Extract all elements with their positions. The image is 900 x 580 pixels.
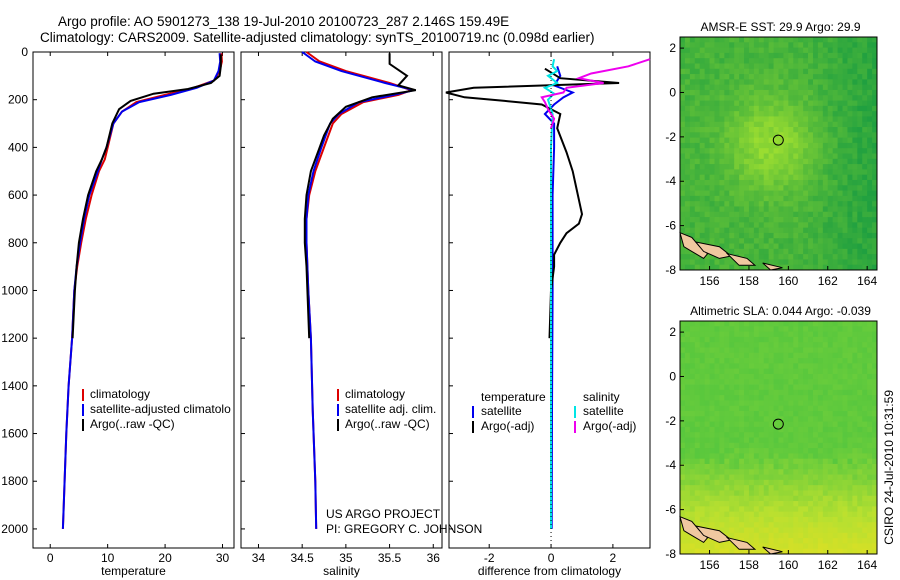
sst_map-title: AMSR-E SST: 29.9 Argo: 29.9 [700,20,860,34]
temperature-ytick-label: 1600 [1,427,28,441]
sla_map-title: Altimetric SLA: 0.044 Argo: -0.039 [690,304,871,318]
temperature-ytick-label: 1800 [1,474,28,488]
sla_map-ytick-label: -8 [665,547,676,561]
sst_map-ytick-label: -2 [665,130,676,144]
sla_map-land [762,546,783,555]
difference-xtick-label: 0 [548,551,555,565]
sla_map-ytick-label: -6 [665,503,676,517]
temperature-ytick-label: 0 [21,45,28,59]
salinity-series-argo [303,53,417,339]
sst_map-ytick-label: 2 [669,41,676,55]
title-line-1: Argo profile: AO 5901273_138 19-Jul-2010… [58,14,510,29]
difference-xtick-label: 2 [610,551,617,565]
salinity-axes-frame [240,51,443,549]
salinity-xtick-label: 36 [427,551,441,565]
temperature-xtick-label: 10 [101,551,115,565]
sla_map-ytick-label: -2 [665,414,676,428]
sst_map-ytick-label: -8 [665,263,676,277]
sla_map-ytick-label: 0 [669,369,676,383]
sla_map-xtick-label: 156 [700,558,720,572]
title-line-2: Climatology: CARS2009. Satellite-adjuste… [40,30,595,45]
timestamp-credit: CSIRO 24-Jul-2010 10:31:59 [882,390,896,545]
sst_map-ytick-label: -6 [665,219,676,233]
sst_map-land [725,252,757,266]
difference-series-argo_adj_diff [540,58,651,129]
sla_map-xtick-label: 164 [857,558,877,572]
sst_map-land [679,231,709,260]
sst_map-xtick-label: 162 [818,274,838,288]
temperature-ytick-label: 200 [8,93,28,107]
temperature-xlabel: temperature [101,564,166,578]
temperature-legend-label: Argo(..raw -QC) [90,417,175,431]
difference-legend-label: satellite [481,404,522,418]
sst_map-xtick-label: 156 [700,274,720,288]
salinity-xtick-label: 35 [339,551,353,565]
salinity-xlabel: salinity [323,564,360,578]
project-pi: PI: GREGORY C. JOHNSON [326,522,483,536]
difference-xtick-label: -2 [484,551,495,565]
sst_map-field [680,37,878,271]
temperature-ytick-label: 600 [8,188,28,202]
temperature-ytick-label: 800 [8,236,28,250]
project-credit: US ARGO PROJECT PI: GREGORY C. JOHNSON [326,507,482,537]
difference-legend-heading: salinity [583,390,620,404]
figure-title: Argo profile: AO 5901273_138 19-Jul-2010… [40,14,660,46]
difference-legend-label: satellite [583,404,624,418]
sst_map-argo-marker [772,134,784,146]
difference-series-argo [445,67,620,339]
sla_map-land [679,515,709,544]
sla_map-argo-marker [772,418,784,430]
temperature-ytick-label: 1400 [1,379,28,393]
temperature-ytick-label: 1200 [1,331,28,345]
temperature-ytick-label: 2000 [1,522,28,536]
temperature-ytick-label: 1000 [1,283,28,297]
sst_map-ytick-label: -4 [665,174,676,188]
temperature-series-argo [71,54,222,339]
sla_map-ytick-label: -4 [665,458,676,472]
salinity-series-satellite [301,51,415,529]
difference-legend-heading: temperature [481,390,546,404]
sla_map-xtick-label: 160 [778,558,798,572]
temperature-xtick-label: 0 [47,551,54,565]
sst_map-xtick-label: 158 [739,274,759,288]
sla_map-xtick-label: 158 [739,558,759,572]
salinity-xtick-label: 34.5 [290,551,314,565]
temperature-legend-label: climatology [90,387,150,401]
sst_map-xtick-label: 160 [778,274,798,288]
sst_map-xtick-label: 164 [857,274,877,288]
difference-legend-label: Argo(-adj) [583,419,636,433]
temperature-legend-label: satellite-adjusted climatolo [90,402,231,416]
sla_map-ytick-label: 2 [669,325,676,339]
sst_map-land [694,241,733,259]
sst_map-frame [679,36,878,271]
salinity-legend-label: satellite adj. clim. [345,402,436,416]
temperature-axes-frame [32,51,235,549]
salinity-legend-label: climatology [345,387,405,401]
temperature-ytick-label: 400 [8,140,28,154]
project-name: US ARGO PROJECT [326,507,441,521]
sla_map-xtick-label: 162 [818,558,838,572]
sst_map-ytick-label: 0 [669,85,676,99]
salinity-legend-label: Argo(..raw -QC) [345,417,430,431]
salinity-xtick-label: 34 [252,551,266,565]
sla_map-land [694,525,733,543]
difference-axes-frame [448,51,651,549]
difference-series-satellite_diff [542,58,560,529]
difference-legend-label: Argo(-adj) [481,419,534,433]
temperature-xtick-label: 20 [158,551,172,565]
difference-xlabel: difference from climatology [478,564,621,578]
sla_map-field [680,321,878,555]
sst_map-land [762,262,783,271]
salinity-xtick-label: 35.5 [378,551,402,565]
sla_map-land [725,536,757,550]
sla_map-frame [679,320,878,555]
temperature-xtick-label: 30 [216,551,230,565]
